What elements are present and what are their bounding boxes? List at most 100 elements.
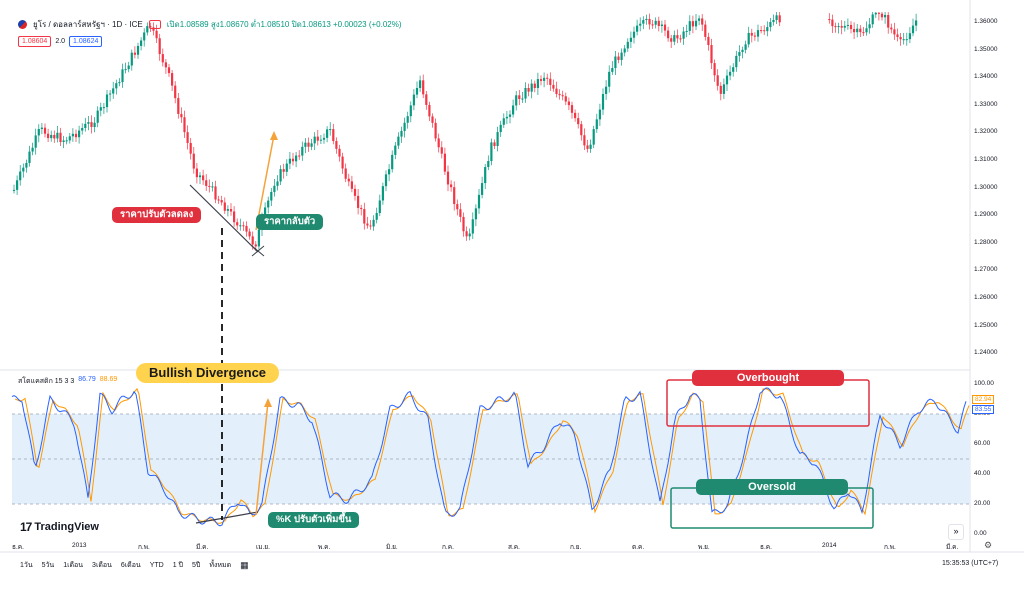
candle-body	[53, 134, 56, 139]
tradingview-icon: 17	[20, 520, 32, 534]
candle-body	[71, 133, 74, 137]
time-axis-label: พ.ย.	[698, 544, 710, 551]
candle-body	[846, 24, 849, 26]
candle-body	[629, 37, 632, 42]
settings-gear-icon[interactable]: ⚙	[984, 540, 993, 550]
sell-button[interactable]: 1.08604	[18, 36, 52, 47]
candle-body	[595, 119, 598, 130]
scroll-to-realtime-button[interactable]: »	[948, 524, 964, 540]
candle-body	[99, 107, 102, 111]
tradingview-logo[interactable]: 17 TradingView	[20, 520, 99, 534]
candle-body	[446, 171, 450, 185]
candle-body	[28, 151, 31, 163]
candle-body	[766, 27, 769, 32]
candle-body	[453, 187, 456, 205]
range-3m[interactable]: 3เดือน	[92, 562, 112, 569]
candle-body	[220, 200, 223, 203]
candle-body	[90, 122, 93, 128]
candle-body	[902, 39, 905, 41]
candle-body	[229, 209, 233, 212]
range-1d[interactable]: 1วัน	[20, 562, 33, 569]
stoch-axis-label: 100.00	[974, 380, 994, 387]
candle-body	[679, 38, 682, 40]
time-axis-label: ธ.ค.	[12, 544, 24, 551]
candle-body	[865, 28, 868, 33]
candle-body	[884, 14, 887, 18]
candle-body	[155, 30, 158, 39]
stoch-axis-label: 40.00	[974, 470, 991, 477]
candle-body	[648, 18, 651, 25]
calendar-range-icon[interactable]: ▦	[240, 560, 249, 570]
candle-body	[707, 36, 710, 46]
candle-body	[195, 168, 198, 178]
candle-body	[211, 186, 214, 188]
candle-body	[908, 33, 911, 40]
symbol-title[interactable]: ยูโร / ดอลลาร์สหรัฐฯ · 1D · ICE	[33, 20, 143, 29]
candle-body	[753, 35, 756, 37]
candle-body	[546, 77, 549, 79]
candle-body	[285, 163, 288, 172]
candle-body	[254, 244, 257, 247]
range-6m[interactable]: 6เดือน	[120, 562, 141, 569]
candle-body	[636, 25, 639, 32]
stoch-name: สโตแคสติก 15 3 3	[18, 378, 75, 385]
candle-body	[161, 54, 164, 63]
candle-body	[856, 28, 859, 33]
range-all[interactable]: ทั้งหมด	[209, 562, 232, 569]
candle-body	[12, 189, 16, 191]
range-1m[interactable]: 1เดือน	[63, 562, 84, 569]
candle-body	[350, 181, 353, 189]
candle-body	[25, 162, 28, 168]
candle-body	[701, 18, 704, 25]
stoch-legend[interactable]: สโตแคสติก 15 3 3 86.79 88.69	[18, 376, 117, 387]
candle-body	[840, 26, 843, 28]
candle-body	[555, 88, 558, 94]
time-axis-label: เม.ย.	[256, 544, 270, 551]
candle-body	[887, 14, 890, 28]
range-1y[interactable]: 1 ปี	[172, 562, 183, 569]
candle-body	[422, 80, 425, 95]
candle-body	[673, 35, 676, 42]
buy-button[interactable]: 1.08624	[69, 36, 103, 47]
candle-body	[357, 195, 360, 208]
symbol-header[interactable]: ยูโร / ดอลลาร์สหรัฐฯ · 1D · ICE เปิด1.08…	[18, 18, 402, 31]
candle-body	[34, 135, 37, 148]
price-axis-label: 1.28000	[974, 238, 998, 246]
candle-body	[561, 95, 564, 97]
candle-body	[84, 123, 87, 129]
candle-body	[198, 175, 202, 178]
candle-body	[223, 202, 226, 211]
candle-body	[372, 219, 375, 227]
price-axis-label: 1.30000	[974, 183, 998, 191]
range-5d[interactable]: 5วัน	[41, 562, 55, 569]
candle-body	[694, 20, 698, 27]
price-axis-label: 1.36000	[974, 18, 998, 25]
price-axis-label: 1.29000	[974, 211, 998, 219]
candle-body	[242, 225, 245, 227]
candle-body	[400, 130, 403, 137]
range-5y[interactable]: 5ปี	[191, 562, 201, 569]
ohlc-values: เปิด1.08589 สูง1.08670 ต่ำ1.08510 ปิด1.0…	[166, 20, 402, 29]
candle-body	[772, 19, 775, 23]
candle-body	[174, 85, 177, 99]
candle-body	[570, 105, 574, 113]
candle-body	[189, 142, 192, 154]
candle-body	[580, 124, 583, 136]
candle-body	[468, 233, 471, 237]
candle-body	[171, 73, 174, 86]
candle-body	[657, 20, 660, 27]
candle-body	[663, 24, 667, 31]
candle-body	[152, 27, 155, 31]
clock[interactable]: 15:35:53 (UTC+7)	[942, 560, 999, 567]
candle-body	[403, 122, 406, 131]
candle-body	[834, 26, 837, 28]
candle-body	[849, 24, 853, 30]
range-ytd[interactable]: YTD	[149, 562, 164, 569]
candle-body	[778, 15, 781, 23]
candle-body	[353, 188, 357, 196]
time-axis-label: ต.ค.	[632, 544, 645, 551]
candle-body	[332, 129, 335, 142]
cross-marker	[251, 245, 265, 257]
candle-body	[335, 141, 338, 149]
